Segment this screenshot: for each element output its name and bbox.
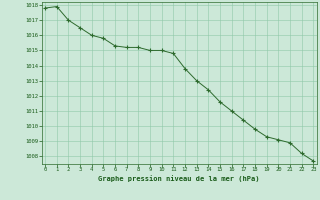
X-axis label: Graphe pression niveau de la mer (hPa): Graphe pression niveau de la mer (hPa)	[99, 175, 260, 182]
